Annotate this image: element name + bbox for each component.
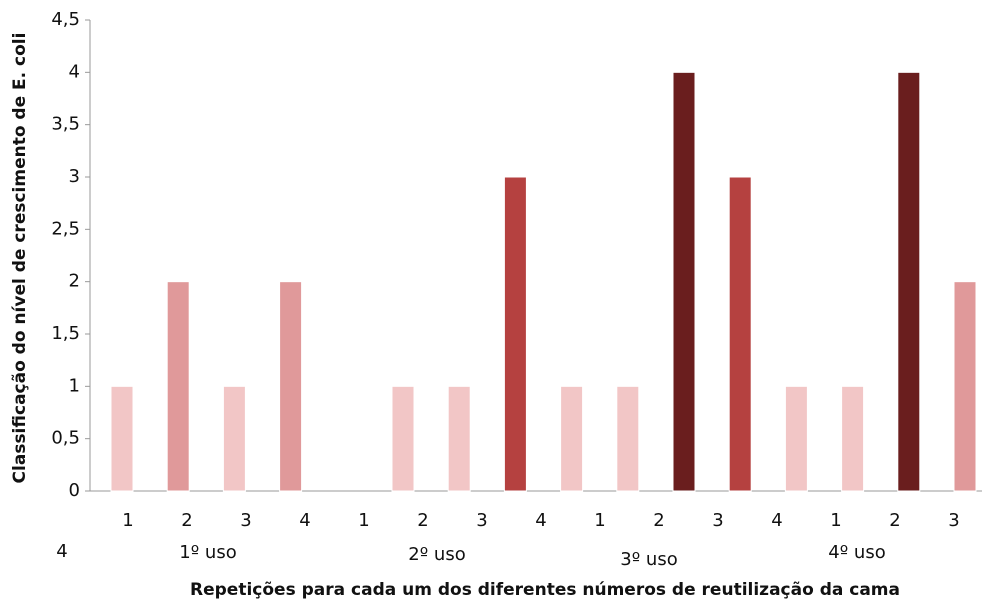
group-label: 3º uso: [620, 549, 677, 570]
bar: [279, 281, 303, 492]
group-label: 2º uso: [408, 544, 465, 565]
y-tick-label: 1,5: [51, 323, 80, 344]
y-tick-label: 0: [69, 480, 80, 501]
x-tick-label: 4: [771, 510, 782, 531]
x-tick-label: 3: [948, 510, 959, 531]
x-tick-label: 4: [56, 541, 67, 562]
bar: [728, 176, 752, 492]
bar: [222, 385, 246, 492]
bar: [784, 385, 808, 492]
x-tick-label: 1: [594, 510, 605, 531]
bar: [841, 385, 865, 492]
bar: [166, 281, 190, 492]
y-tick-label: 3,5: [51, 114, 80, 135]
y-tick-label: 2: [69, 271, 80, 292]
x-tick-label: 3: [476, 510, 487, 531]
x-tick-label: 3: [712, 510, 723, 531]
bar: [616, 385, 640, 492]
bar: [447, 385, 471, 492]
y-tick-label: 1: [69, 375, 80, 396]
x-tick-label: 1: [830, 510, 841, 531]
bar: [110, 385, 134, 492]
bar: [391, 385, 415, 492]
x-tick-label: 1: [122, 510, 133, 531]
bar: [503, 176, 527, 492]
bar: [560, 385, 584, 492]
y-tick-label: 2,5: [51, 218, 80, 239]
x-tick-label: 4: [299, 510, 310, 531]
x-tick-label: 4: [535, 510, 546, 531]
y-tick-label: 4,5: [51, 9, 80, 30]
y-tick-label: 0,5: [51, 428, 80, 449]
group-label: 4º uso: [828, 542, 885, 563]
x-tick-label: 3: [240, 510, 251, 531]
bar: [897, 71, 921, 492]
x-tick-label: 2: [181, 510, 192, 531]
group-label: 1º uso: [179, 542, 236, 563]
bar: [672, 71, 696, 492]
y-tick-label: 3: [69, 166, 80, 187]
y-axis-title: Classificação do nível de crescimento de…: [10, 33, 30, 484]
bar: [953, 281, 977, 492]
x-tick-label: 2: [417, 510, 428, 531]
x-axis-title: Repetições para cada um dos diferentes n…: [190, 580, 900, 600]
x-tick-label: 1: [358, 510, 369, 531]
y-tick-label: 4: [69, 61, 80, 82]
x-tick-label: 2: [889, 510, 900, 531]
x-tick-label: 2: [653, 510, 664, 531]
